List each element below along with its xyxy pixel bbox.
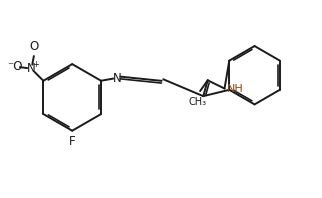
Text: N: N xyxy=(112,72,121,85)
Text: CH₃: CH₃ xyxy=(188,97,207,107)
Text: O: O xyxy=(29,40,39,53)
Text: F: F xyxy=(69,135,76,148)
Text: +: + xyxy=(33,60,40,69)
Text: ⁻O: ⁻O xyxy=(7,60,23,73)
Text: N: N xyxy=(27,62,36,75)
Text: NH: NH xyxy=(227,84,244,94)
